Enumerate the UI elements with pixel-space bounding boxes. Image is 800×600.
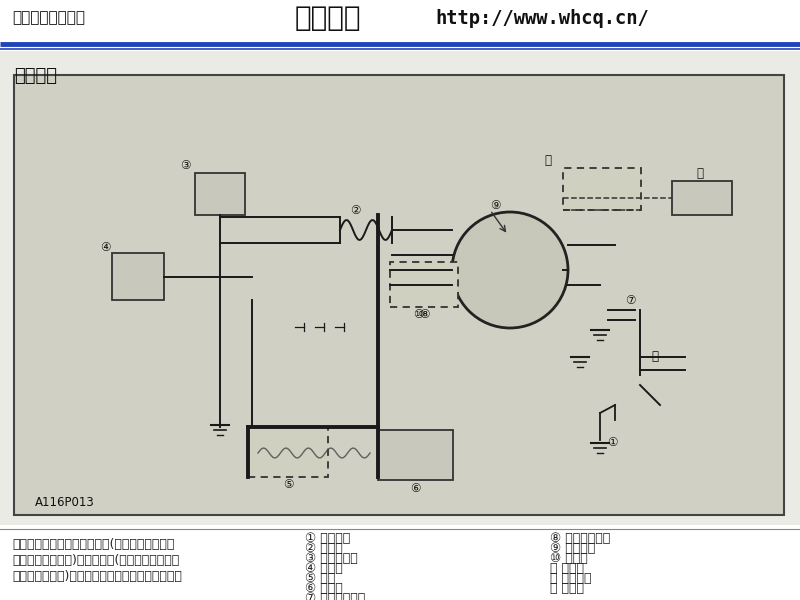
Text: ⑫ 电磁线圈: ⑫ 电磁线圈	[550, 572, 591, 585]
Text: 电热塞及其它元件)、充电系统(包括交流发电机、: 电热塞及其它元件)、充电系统(包括交流发电机、	[12, 554, 179, 567]
Bar	[563, 168, 641, 210]
Text: ①: ①	[606, 437, 618, 449]
Text: ⑤ 电池: ⑤ 电池	[305, 572, 335, 585]
Text: A116P013: A116P013	[35, 497, 94, 509]
Text: 起动系统: 起动系统	[14, 67, 57, 85]
Text: ④: ④	[100, 241, 110, 254]
Text: ⑩: ⑩	[413, 308, 423, 322]
Text: ②: ②	[350, 203, 360, 217]
Text: ① 油压开关: ① 油压开关	[305, 532, 350, 545]
Text: ⑬ 计时器: ⑬ 计时器	[550, 582, 584, 595]
Text: ⑦: ⑦	[625, 293, 635, 307]
Text: ③: ③	[180, 158, 190, 172]
Text: 启动系统: 启动系统	[295, 4, 362, 32]
Bar	[248, 427, 328, 477]
Bar	[378, 430, 453, 480]
Bar	[195, 173, 245, 215]
Text: ② 电热塞: ② 电热塞	[305, 542, 342, 555]
Text: ⑪: ⑪	[651, 350, 658, 364]
Text: ⑥ 起动器: ⑥ 起动器	[305, 582, 342, 595]
Text: ⑥: ⑥	[410, 481, 420, 494]
Text: 武汉川崎机电编制: 武汉川崎机电编制	[12, 10, 85, 25]
Bar	[672, 181, 732, 215]
Text: ⑪ 指示灯: ⑪ 指示灯	[550, 562, 584, 575]
Text: ⑫: ⑫	[697, 167, 703, 179]
Text: ⑧ 指示灯计时器: ⑧ 指示灯计时器	[550, 532, 610, 545]
Circle shape	[452, 212, 568, 328]
Bar	[390, 262, 458, 307]
Text: http://www.whcq.cn/: http://www.whcq.cn/	[435, 8, 649, 28]
Text: 发动机的电气系统由起动系统(包括一个起动器、: 发动机的电气系统由起动系统(包括一个起动器、	[12, 538, 174, 551]
Text: ⑤: ⑤	[282, 479, 294, 491]
Bar	[112, 253, 164, 300]
Text: ⑨: ⑨	[490, 199, 500, 212]
Text: ⑦ 润滑油警示灯: ⑦ 润滑油警示灯	[305, 592, 366, 600]
Text: ③ 交流发电机: ③ 交流发电机	[305, 552, 358, 565]
Text: ⑧: ⑧	[418, 308, 430, 322]
Text: ⑬: ⑬	[545, 154, 551, 167]
Text: ⑩ 充电灯: ⑩ 充电灯	[550, 552, 588, 565]
Text: ⑨ 钥匙开关: ⑨ 钥匙开关	[550, 542, 595, 555]
Text: 整流器及其它件)、电池以及润滑油压力开关组成。: 整流器及其它件)、电池以及润滑油压力开关组成。	[12, 570, 182, 583]
Text: ④ 整流器: ④ 整流器	[305, 562, 342, 575]
